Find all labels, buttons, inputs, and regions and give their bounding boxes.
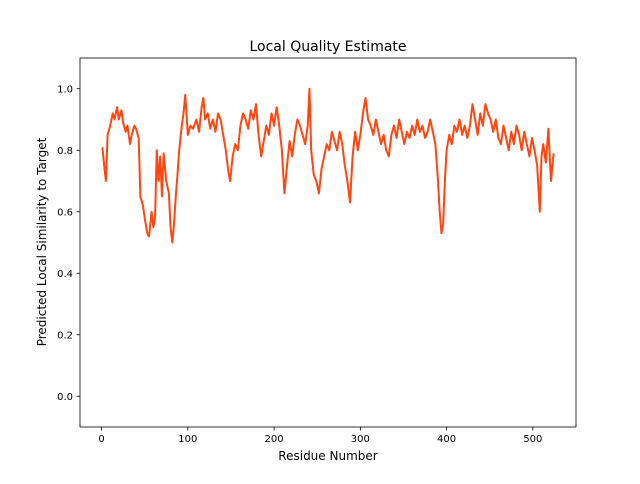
x-tick-label: 200 [265,434,284,445]
line-series [101,87,555,244]
x-tick-label: 100 [178,434,197,445]
x-tick-label: 300 [351,434,370,445]
chart-title: Local Quality Estimate [249,39,406,55]
y-tick-label: 0.8 [57,146,73,157]
x-axis-label: Residue Number [278,449,377,463]
y-axis-label: Predicted Local Similarity to Target [35,137,49,346]
x-tick-label: 0 [98,434,104,445]
y-tick-label: 0.2 [57,330,73,341]
y-tick-label: 1.0 [57,84,73,95]
y-tick-label: 0.6 [57,207,73,218]
x-tick-label: 400 [437,434,456,445]
y-tick-label: 0.4 [57,269,73,280]
x-tick-label: 500 [523,434,542,445]
plot-frame [79,57,577,428]
y-tick-label: 0.0 [57,392,73,403]
